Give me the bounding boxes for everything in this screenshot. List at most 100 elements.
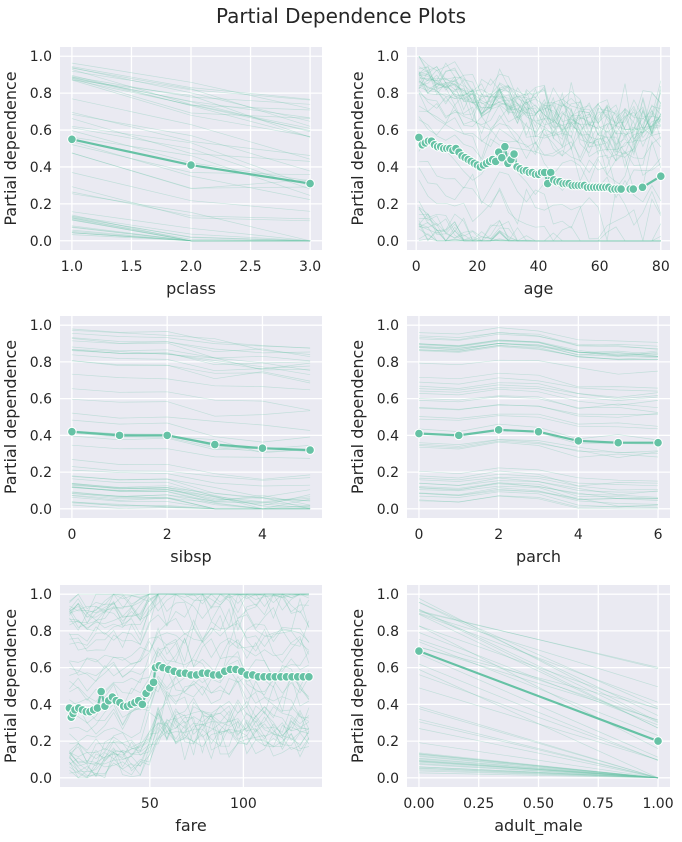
ice-line xyxy=(69,705,310,763)
x-tick-label: 6 xyxy=(654,527,663,543)
ice-line xyxy=(69,706,310,776)
ice-line xyxy=(71,225,311,242)
pd-point xyxy=(653,736,663,746)
ice-line xyxy=(71,494,311,510)
ice-line xyxy=(69,697,310,759)
y-tick-label: 1.0 xyxy=(377,49,399,65)
ice-line xyxy=(418,333,659,350)
y-tick-label: 0.8 xyxy=(377,86,399,102)
ice-line xyxy=(418,721,659,779)
ice-line xyxy=(418,613,659,729)
ice-line xyxy=(69,718,309,778)
ice-line xyxy=(71,219,311,242)
ice-line xyxy=(418,213,661,242)
ice-line xyxy=(418,340,659,356)
ice-line xyxy=(418,223,661,242)
ice-line xyxy=(71,398,311,417)
ice-line xyxy=(71,444,311,459)
y-tick-label: 0.8 xyxy=(30,624,52,640)
x-tick-label: 1.00 xyxy=(642,796,673,812)
ice-line xyxy=(71,113,311,172)
ice-line xyxy=(418,102,661,176)
ice-line xyxy=(418,359,659,375)
ice-line xyxy=(418,395,659,409)
ice-line xyxy=(69,717,310,776)
ice-line xyxy=(69,717,310,779)
ice-line xyxy=(418,377,659,392)
ice-line xyxy=(71,328,311,349)
ice-line xyxy=(71,125,311,187)
ice-line xyxy=(71,217,311,242)
ice-line xyxy=(418,491,659,508)
ice-line xyxy=(71,232,311,242)
x-tick-label: 20 xyxy=(468,259,486,275)
pd-point xyxy=(162,430,172,441)
ice-line xyxy=(418,331,659,350)
x-tick-label: 0.75 xyxy=(583,796,614,812)
ice-line xyxy=(418,372,659,389)
ice-line xyxy=(69,593,309,629)
y-tick-label: 0.6 xyxy=(377,661,399,677)
x-tick-label: 3.0 xyxy=(299,259,321,275)
ice-line xyxy=(69,593,309,632)
ice-line xyxy=(71,349,311,366)
y-tick-label: 0.8 xyxy=(377,624,399,640)
ice-line xyxy=(71,459,311,480)
ice-line xyxy=(418,230,661,242)
ice-line xyxy=(69,623,310,682)
y-tick-label: 0.0 xyxy=(377,502,399,518)
ice-line xyxy=(71,218,311,242)
ice-line xyxy=(71,337,311,354)
x-tick-label: 100 xyxy=(230,796,257,812)
pd-point xyxy=(656,171,666,181)
ice-line xyxy=(69,676,310,735)
ice-lines xyxy=(418,55,662,242)
x-tick-label: 2 xyxy=(163,527,172,543)
ice-line xyxy=(69,722,310,779)
ice-line xyxy=(71,501,311,510)
ice-line xyxy=(71,502,311,510)
ice-line xyxy=(69,593,309,628)
ice-line xyxy=(71,172,311,212)
ice-line xyxy=(71,77,311,119)
ice-line xyxy=(418,753,659,779)
ice-line xyxy=(418,767,659,779)
ice-line xyxy=(69,593,309,618)
y-tick-label: 0.6 xyxy=(30,392,52,408)
ice-line xyxy=(418,753,659,779)
ice-line xyxy=(418,161,662,241)
panel-adult_male: 0.00 0.25 0.50 0.75 1.00 0.0 0.2 0.4 0.6 0.8 1.0 ad… xyxy=(348,585,674,836)
ice-line xyxy=(418,404,659,418)
ice-line xyxy=(71,79,311,137)
ice-line xyxy=(418,612,659,688)
ice-line xyxy=(71,111,311,156)
ice-line xyxy=(71,483,311,506)
ice-line xyxy=(418,413,659,427)
y-tick-label: 0.2 xyxy=(377,197,399,213)
pd-point xyxy=(257,443,268,454)
ice-line xyxy=(418,388,659,406)
ice-line xyxy=(418,92,662,163)
y-tick-label: 0.6 xyxy=(377,392,399,408)
ice-line xyxy=(418,343,659,358)
ice-line xyxy=(418,56,662,137)
ice-line xyxy=(418,763,659,779)
ice-line xyxy=(418,66,662,135)
ice-line xyxy=(71,232,311,242)
ice-line xyxy=(69,593,309,618)
ice-line xyxy=(418,768,659,779)
y-tick-label: 0.4 xyxy=(377,428,399,444)
pd-point xyxy=(653,437,663,448)
ice-line xyxy=(418,56,662,140)
ice-line xyxy=(69,675,310,743)
ice-line xyxy=(71,76,311,105)
ice-line xyxy=(71,227,311,242)
ice-line xyxy=(69,627,310,701)
ice-line xyxy=(418,207,661,242)
ice-line xyxy=(69,694,309,752)
ice-line xyxy=(71,491,311,509)
ice-line xyxy=(418,758,659,779)
ice-line xyxy=(418,770,659,779)
ice-line xyxy=(418,80,661,156)
ice-line xyxy=(418,639,659,721)
